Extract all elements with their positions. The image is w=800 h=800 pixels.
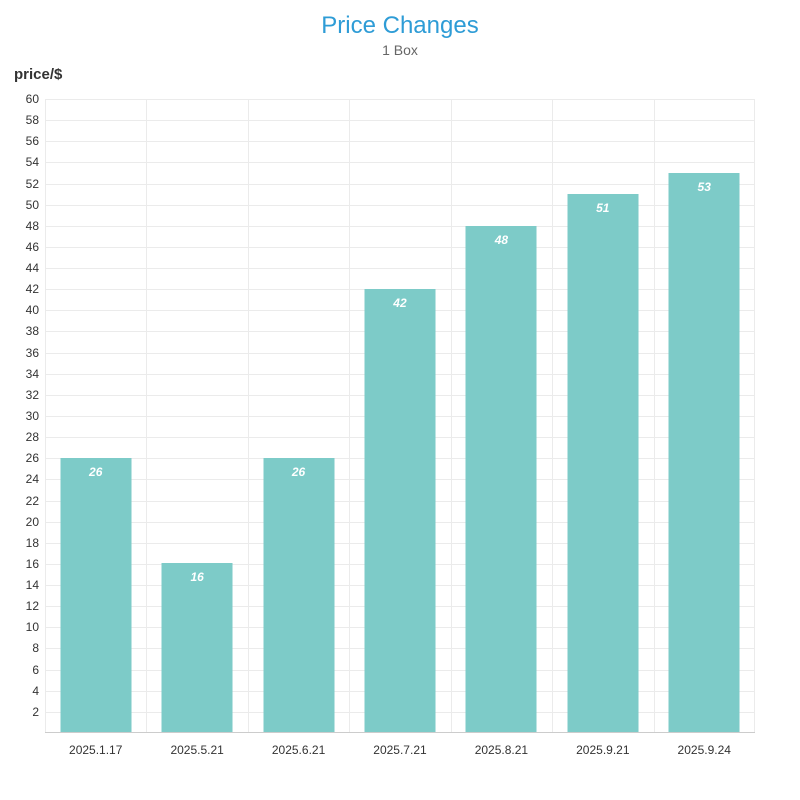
y-tick-label: 10 <box>25 620 39 635</box>
y-tick-label: 50 <box>25 197 39 212</box>
bar-value-label: 26 <box>89 464 103 479</box>
bar-cell: 42 <box>349 99 450 732</box>
y-axis-label: price/$ <box>14 66 63 83</box>
bar-cell: 48 <box>451 99 552 732</box>
y-tick-label: 8 <box>32 641 39 656</box>
bar[interactable]: 16 <box>161 563 233 732</box>
y-tick-label: 60 <box>25 92 39 106</box>
y-tick-label: 30 <box>25 409 39 423</box>
gridline-vertical <box>754 99 755 732</box>
chart-subtitle: 1 Box <box>382 42 418 58</box>
gridline-vertical <box>552 99 554 732</box>
x-tick-label: 2025.5.21 <box>170 743 224 757</box>
y-tick-label: 38 <box>25 324 39 339</box>
gridline-horizontal <box>45 120 755 122</box>
y-tick-label: 16 <box>25 556 39 571</box>
gridline-horizontal <box>45 204 755 206</box>
y-tick-label: 6 <box>32 662 39 677</box>
y-tick-label: 4 <box>32 683 39 698</box>
bar[interactable]: 51 <box>567 193 639 732</box>
bar-cell: 26 <box>248 99 349 732</box>
y-tick-label: 58 <box>25 113 39 128</box>
y-tick-label: 34 <box>25 366 39 381</box>
x-tick-label: 2025.7.21 <box>373 743 427 757</box>
gridline-vertical <box>247 99 249 732</box>
x-tick-label: 2025.9.24 <box>677 743 731 757</box>
x-axis-tick-labels: 2025.1.17 2025.5.21 2025.6.21 2025.7.21 2025… <box>45 734 755 757</box>
y-tick-label: 26 <box>25 451 39 466</box>
x-tick-label: 2025.8.21 <box>474 743 529 757</box>
gridline-horizontal <box>45 162 755 164</box>
x-tick-label: 2025.9.21 <box>576 743 630 757</box>
bar[interactable]: 26 <box>60 457 132 732</box>
gridline-horizontal <box>45 246 755 248</box>
y-tick-label: 46 <box>25 239 39 254</box>
gridline-horizontal <box>45 99 755 100</box>
bar-value-label: 16 <box>190 570 204 585</box>
y-tick-label: 32 <box>25 387 39 402</box>
bar-cell: 51 <box>552 99 653 732</box>
bar-cell: 16 <box>146 99 247 732</box>
bar-cell: 53 <box>654 99 755 732</box>
y-tick-label: 24 <box>25 472 39 487</box>
y-tick-label: 42 <box>25 282 39 297</box>
x-tick-label: 2025.1.17 <box>69 743 123 757</box>
y-tick-label: 22 <box>25 493 39 508</box>
bar-value-label: 51 <box>596 200 610 215</box>
y-tick-label: 12 <box>25 599 39 614</box>
bar-cell: 26 <box>45 99 146 732</box>
gridline-vertical <box>349 99 351 732</box>
y-tick-label: 14 <box>25 578 39 593</box>
bar-value-label: 42 <box>393 295 407 310</box>
gridline-vertical <box>146 99 148 732</box>
y-tick-label: 56 <box>25 134 39 149</box>
gridline-horizontal <box>45 183 755 185</box>
y-tick-label: 18 <box>25 535 39 550</box>
y-tick-label: 44 <box>25 261 39 276</box>
bar[interactable]: 42 <box>364 288 436 732</box>
bar[interactable]: 26 <box>263 457 335 732</box>
gridline-vertical <box>45 99 46 732</box>
bar-series: 26 16 26 42 48 51 53 <box>45 99 755 732</box>
y-tick-label: 54 <box>25 155 39 170</box>
y-tick-label: 2 <box>32 704 39 719</box>
bar[interactable]: 53 <box>668 172 740 732</box>
gridline-horizontal <box>45 141 755 143</box>
bar-value-label: 48 <box>494 232 509 247</box>
gridline-horizontal <box>45 268 755 270</box>
y-tick-label: 52 <box>25 176 39 191</box>
gridline-horizontal <box>45 225 755 227</box>
chart-title: Price Changes <box>321 12 479 39</box>
gridline-vertical <box>450 99 452 732</box>
bar-value-label: 53 <box>697 179 711 194</box>
y-tick-label: 20 <box>25 514 39 529</box>
y-tick-label: 48 <box>25 218 39 233</box>
bar[interactable]: 48 <box>465 225 537 732</box>
gridline-vertical <box>653 99 655 732</box>
y-tick-label: 28 <box>25 430 39 445</box>
x-tick-label: 2025.6.21 <box>271 743 326 757</box>
plot-area: 2 4 6 8 10 12 14 16 18 20 22 24 26 28 30 32 34 36 38 40 42 44… <box>26 92 755 733</box>
y-tick-label: 40 <box>25 303 39 318</box>
y-tick-label: 36 <box>25 345 39 360</box>
bar-value-label: 26 <box>291 464 306 479</box>
